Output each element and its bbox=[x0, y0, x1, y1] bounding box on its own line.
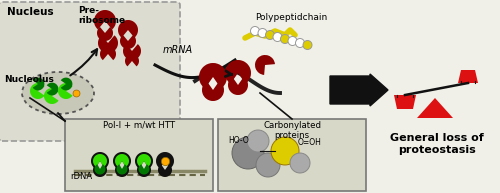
Circle shape bbox=[266, 30, 274, 40]
Wedge shape bbox=[255, 55, 275, 75]
Circle shape bbox=[271, 137, 299, 165]
Text: Polypeptidchain: Polypeptidchain bbox=[255, 13, 327, 22]
Circle shape bbox=[232, 137, 264, 169]
Wedge shape bbox=[118, 20, 138, 38]
Wedge shape bbox=[228, 77, 248, 95]
Wedge shape bbox=[93, 164, 107, 177]
Wedge shape bbox=[98, 35, 118, 53]
Wedge shape bbox=[156, 152, 174, 168]
Wedge shape bbox=[202, 81, 224, 101]
Circle shape bbox=[288, 36, 297, 46]
Text: O=OH: O=OH bbox=[298, 138, 322, 147]
Polygon shape bbox=[417, 98, 453, 118]
Text: mRNA: mRNA bbox=[163, 45, 193, 55]
Wedge shape bbox=[225, 60, 251, 84]
Circle shape bbox=[280, 35, 289, 43]
Circle shape bbox=[250, 26, 260, 36]
Wedge shape bbox=[125, 54, 139, 66]
Circle shape bbox=[290, 153, 310, 173]
Wedge shape bbox=[93, 154, 107, 167]
Text: proteostasis: proteostasis bbox=[398, 145, 476, 155]
FancyArrow shape bbox=[330, 74, 388, 106]
Text: rDNA: rDNA bbox=[70, 172, 92, 181]
Wedge shape bbox=[44, 88, 59, 104]
Wedge shape bbox=[58, 83, 72, 99]
Polygon shape bbox=[394, 95, 416, 109]
Text: General loss of: General loss of bbox=[390, 133, 484, 143]
Wedge shape bbox=[91, 152, 109, 168]
Bar bbox=[218, 119, 366, 191]
Wedge shape bbox=[100, 46, 116, 60]
Circle shape bbox=[256, 153, 280, 177]
Ellipse shape bbox=[22, 72, 94, 114]
Text: HO-O: HO-O bbox=[228, 136, 249, 145]
Wedge shape bbox=[30, 83, 44, 99]
Wedge shape bbox=[61, 78, 72, 90]
Text: Pre-
ribosome: Pre- ribosome bbox=[78, 6, 125, 25]
Wedge shape bbox=[137, 154, 151, 167]
Wedge shape bbox=[97, 27, 113, 41]
Text: Pol-I + m/wt HTT: Pol-I + m/wt HTT bbox=[103, 121, 175, 130]
Text: Nucleolus: Nucleolus bbox=[4, 75, 54, 85]
Wedge shape bbox=[113, 152, 131, 168]
Circle shape bbox=[296, 38, 304, 47]
Circle shape bbox=[303, 41, 312, 49]
Text: Carbonylated
proteins: Carbonylated proteins bbox=[263, 121, 321, 140]
FancyBboxPatch shape bbox=[0, 2, 180, 141]
Wedge shape bbox=[123, 44, 141, 60]
Wedge shape bbox=[120, 35, 136, 49]
Wedge shape bbox=[33, 78, 44, 90]
Wedge shape bbox=[199, 63, 227, 88]
Circle shape bbox=[273, 32, 282, 41]
Wedge shape bbox=[137, 164, 151, 177]
Circle shape bbox=[258, 29, 267, 37]
Wedge shape bbox=[115, 154, 129, 167]
Wedge shape bbox=[158, 164, 172, 177]
Bar bbox=[65, 119, 213, 191]
Wedge shape bbox=[94, 10, 116, 29]
Wedge shape bbox=[135, 152, 153, 168]
Wedge shape bbox=[115, 164, 129, 177]
Wedge shape bbox=[47, 83, 58, 95]
Polygon shape bbox=[458, 70, 478, 83]
Text: Nucleus: Nucleus bbox=[7, 7, 54, 17]
Circle shape bbox=[247, 130, 269, 152]
Wedge shape bbox=[116, 164, 128, 174]
Wedge shape bbox=[94, 164, 106, 174]
Wedge shape bbox=[138, 164, 149, 174]
